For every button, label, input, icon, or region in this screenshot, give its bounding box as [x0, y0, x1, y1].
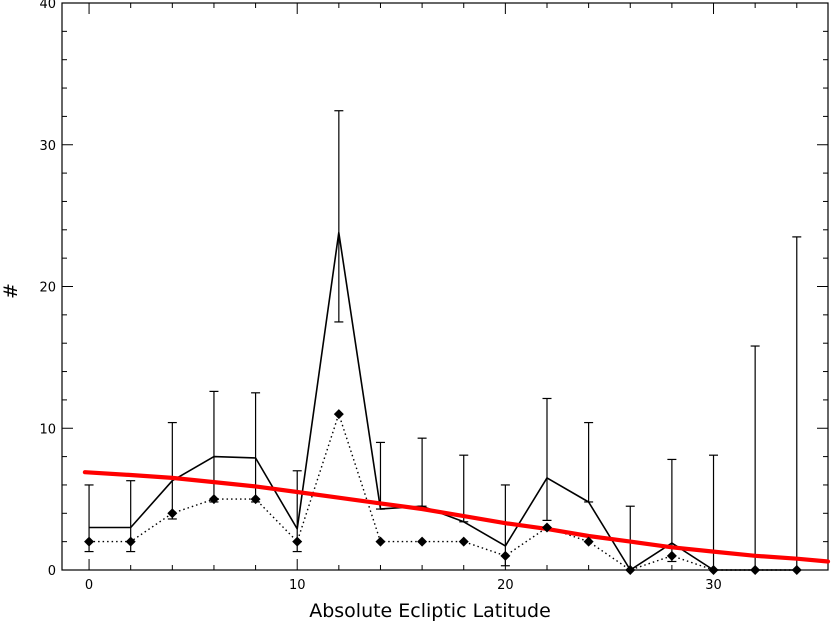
axis-tick-labels: 0 10 20 30 0 10 20 30 40 [39, 0, 721, 593]
diamond-marker [583, 536, 594, 547]
diamond-marker [458, 536, 469, 547]
diamond-marker [125, 536, 136, 547]
diamond-marker [708, 565, 719, 575]
diamond-marker [333, 409, 344, 420]
diamond-marker [666, 550, 677, 561]
y-tick-label: 40 [39, 0, 56, 12]
y-axis-title: # [0, 283, 22, 299]
y-tick-label: 10 [39, 422, 56, 437]
solid-series-line [89, 231, 797, 571]
axis-ticks [62, 2, 828, 571]
diamond-marker [292, 536, 303, 547]
diamond-marker [250, 494, 261, 505]
diamond-marker [541, 522, 552, 533]
dotted-series-line [89, 413, 797, 571]
diamond-marker [208, 494, 219, 505]
y-tick-label: 30 [39, 139, 56, 154]
diamond-marker [625, 565, 636, 575]
diamond-marker [417, 536, 428, 547]
x-axis-title: Absolute Ecliptic Latitude [309, 600, 551, 622]
diamond-marker [791, 565, 802, 575]
error-bars [84, 110, 802, 571]
x-tick-label: 10 [289, 578, 306, 593]
diamond-marker [750, 565, 761, 575]
diamond-marker [167, 508, 178, 519]
x-tick-label: 20 [497, 578, 514, 593]
fit-curve-line [82, 470, 831, 564]
diamond-marker [375, 536, 386, 547]
y-tick-label: 20 [39, 281, 56, 296]
series-markers [84, 409, 802, 575]
y-tick-label: 0 [48, 564, 56, 579]
series-lines [82, 231, 831, 571]
diamond-marker [84, 536, 95, 547]
diamond-marker [500, 550, 511, 561]
x-tick-label: 30 [705, 578, 722, 593]
x-tick-label: 0 [85, 578, 93, 593]
